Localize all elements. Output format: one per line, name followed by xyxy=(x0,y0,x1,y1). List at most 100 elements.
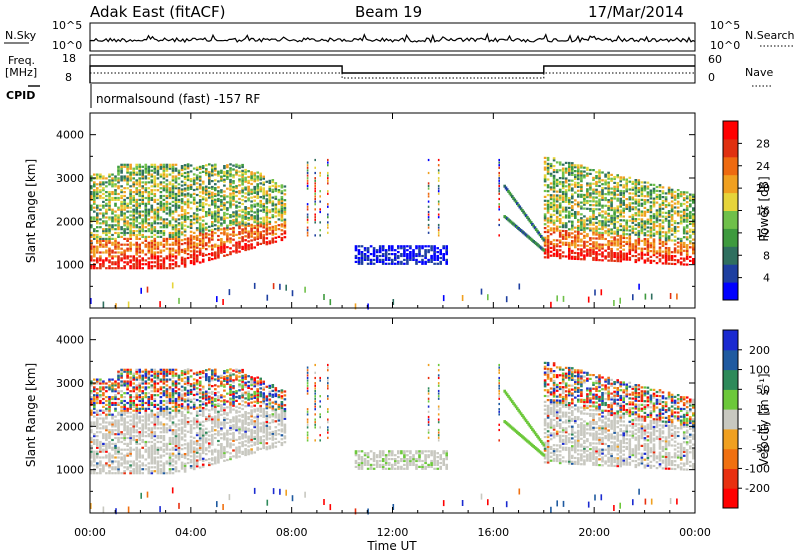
power-cell xyxy=(589,188,592,191)
velocity-cell xyxy=(156,464,160,467)
power-cell xyxy=(607,220,610,223)
velocity-cell xyxy=(159,409,163,412)
power-cell xyxy=(628,196,632,199)
power-cell xyxy=(253,211,256,214)
power-cell xyxy=(685,195,689,198)
power-cell xyxy=(437,231,440,234)
power-cell xyxy=(165,175,169,178)
power-cell xyxy=(649,242,653,245)
velocity-cell xyxy=(168,458,172,461)
power-cell xyxy=(229,194,232,197)
power-cell xyxy=(235,206,238,209)
power-cell xyxy=(241,210,244,213)
power-cell xyxy=(238,205,241,208)
velocity-cell xyxy=(165,399,169,403)
velocity-cell xyxy=(153,460,157,463)
power-cell xyxy=(616,228,619,231)
power-cell xyxy=(192,231,196,234)
power-cell xyxy=(189,246,193,249)
power-cell xyxy=(274,226,278,230)
velocity-cell xyxy=(150,450,154,453)
power-cell xyxy=(546,211,550,214)
power-cell xyxy=(126,204,129,207)
power-cell xyxy=(577,232,580,235)
power-cell xyxy=(689,230,692,233)
velocity-cell xyxy=(132,464,135,467)
power-cell xyxy=(214,192,217,196)
power-cell xyxy=(153,222,157,225)
power-cell xyxy=(201,231,205,234)
power-cell xyxy=(150,216,154,219)
power-cell xyxy=(601,189,604,192)
power-cell xyxy=(574,203,577,206)
velocity-cell xyxy=(129,415,132,418)
power-cell xyxy=(229,163,232,166)
power-cell xyxy=(564,243,568,246)
power-cell xyxy=(679,214,683,217)
power-cell xyxy=(574,199,577,202)
power-cell xyxy=(568,183,571,186)
power-cell xyxy=(673,262,677,266)
velocity-cell xyxy=(150,378,154,381)
power-cell xyxy=(400,253,403,256)
power-cell xyxy=(616,238,619,241)
power-cell xyxy=(183,189,187,192)
power-cell xyxy=(180,198,184,201)
velocity-cell xyxy=(117,386,120,389)
power-cell xyxy=(595,200,598,203)
velocity-cell xyxy=(141,454,144,457)
power-cell xyxy=(667,219,671,222)
power-cell xyxy=(589,221,592,224)
power-cell xyxy=(174,220,178,223)
power-cell xyxy=(138,267,141,270)
power-cell xyxy=(604,173,607,176)
velocity-cell xyxy=(126,407,129,410)
power-cell xyxy=(195,227,199,230)
power-cell xyxy=(165,194,169,198)
power-cell xyxy=(574,246,577,249)
velocity-cell xyxy=(147,423,151,426)
power-cell xyxy=(162,233,166,237)
power-cell xyxy=(90,298,92,304)
power-cell xyxy=(574,230,577,233)
velocity-cell xyxy=(138,431,141,434)
power-cell xyxy=(223,229,226,232)
power-cell xyxy=(214,194,217,197)
power-cell xyxy=(306,166,309,169)
power-cell xyxy=(610,232,613,235)
velocity-cell xyxy=(165,442,169,445)
power-cell xyxy=(217,234,220,238)
power-cell xyxy=(375,258,379,261)
power-cell xyxy=(180,174,184,177)
power-cell xyxy=(217,207,220,210)
power-cell xyxy=(637,224,641,227)
power-cell xyxy=(177,241,181,244)
velocity-cell xyxy=(174,411,178,414)
power-cell xyxy=(259,203,262,206)
velocity-cell xyxy=(168,468,172,471)
power-cell xyxy=(634,239,638,242)
velocity-cell xyxy=(168,436,172,440)
power-cell xyxy=(111,196,114,200)
velocity-cell xyxy=(123,470,126,473)
power-cell xyxy=(628,176,632,179)
power-cell xyxy=(640,255,644,258)
power-cell xyxy=(604,210,607,213)
power-cell xyxy=(102,237,105,240)
power-cell xyxy=(625,258,628,261)
power-cell xyxy=(180,184,184,187)
power-cell xyxy=(168,167,172,170)
velocity-cell xyxy=(171,421,175,424)
velocity-cell xyxy=(150,421,154,424)
power-cell xyxy=(168,231,172,235)
power-cell xyxy=(129,198,132,201)
power-cell xyxy=(93,181,96,184)
velocity-cell xyxy=(108,407,111,410)
velocity-cell xyxy=(111,386,114,389)
power-cell xyxy=(652,199,656,202)
power-cell xyxy=(183,171,187,175)
power-cell xyxy=(241,216,244,219)
power-cell xyxy=(634,200,638,203)
velocity-cell xyxy=(153,427,157,430)
